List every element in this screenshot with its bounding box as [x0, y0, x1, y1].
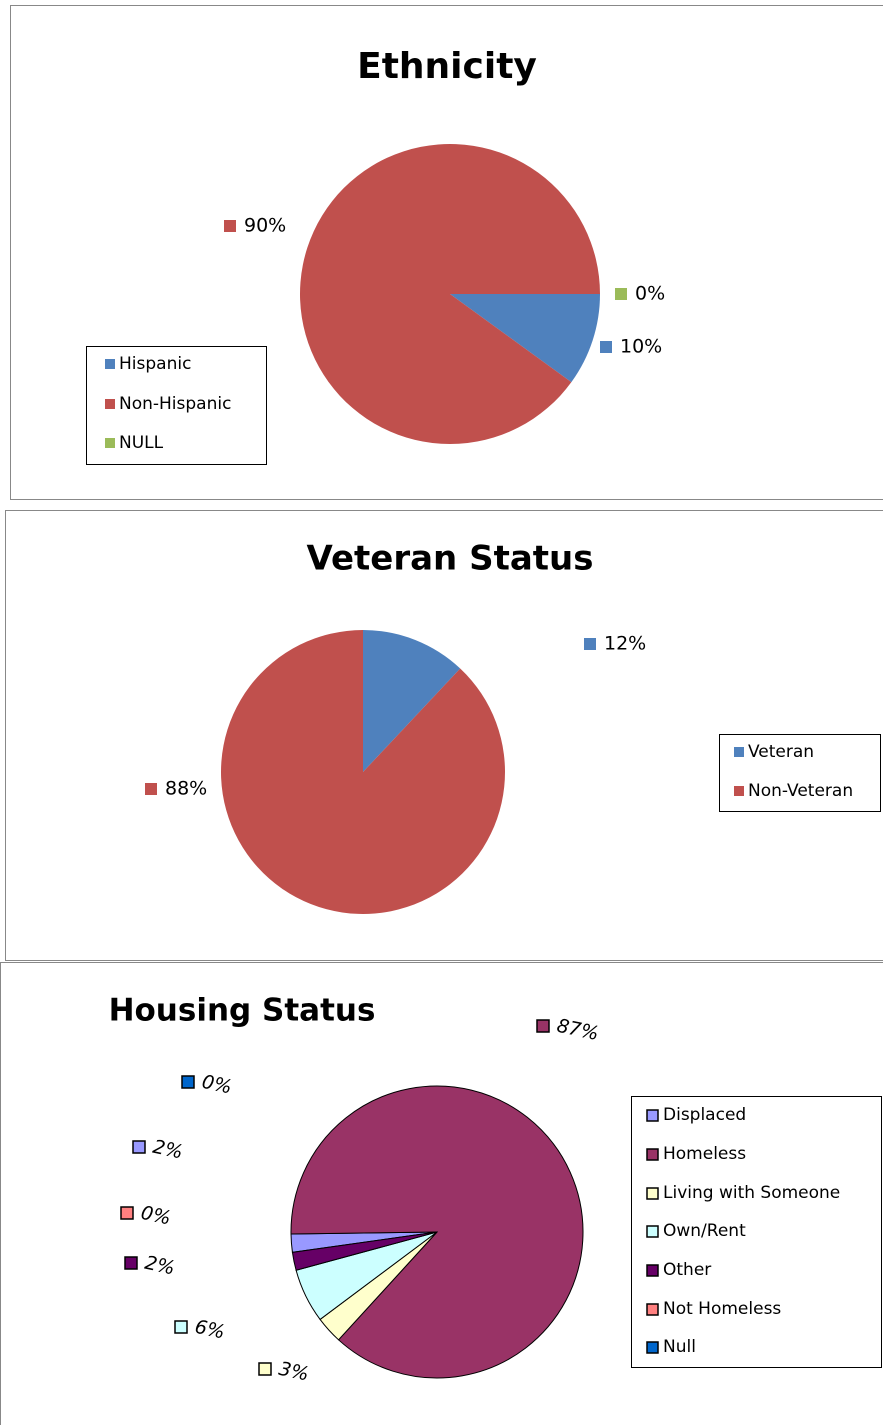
legend-label: Not Homeless	[663, 1299, 781, 1319]
label-key	[536, 1019, 550, 1033]
legend-label: Living with Someone	[663, 1183, 840, 1203]
data-label: 2%	[151, 1136, 185, 1164]
legend-label: Displaced	[663, 1105, 746, 1125]
legend-key	[734, 747, 744, 757]
frame	[5, 510, 883, 961]
data-label: 0%	[635, 283, 665, 305]
pie-slice	[450, 294, 600, 383]
legend-key	[734, 786, 744, 796]
legend-label: Hispanic	[119, 354, 191, 374]
legend-key	[105, 438, 115, 448]
legend-box	[86, 346, 267, 465]
label-key	[124, 1256, 138, 1270]
chart-title: Ethnicity	[357, 46, 537, 87]
data-label: 87%	[555, 1015, 601, 1045]
label-key	[145, 783, 157, 795]
pie-slice	[220, 630, 505, 914]
legend-label: Null	[663, 1337, 696, 1357]
data-label: 0%	[200, 1071, 234, 1099]
data-label: 2%	[143, 1252, 177, 1280]
data-label: 90%	[244, 215, 286, 237]
legend-key	[646, 1264, 659, 1277]
legend-key	[646, 1148, 659, 1161]
pie-slice	[300, 143, 600, 444]
legend-key	[646, 1109, 659, 1122]
legend-box	[631, 1096, 882, 1368]
label-key	[615, 288, 627, 300]
chart-title: Veteran Status	[307, 539, 594, 579]
label-key	[584, 638, 596, 650]
legend-key	[105, 359, 115, 369]
legend-label: NULL	[119, 433, 164, 453]
legend-label: Other	[663, 1260, 711, 1280]
pie-slice	[363, 630, 461, 772]
frame	[0, 962, 883, 1425]
legend-key	[646, 1225, 659, 1238]
data-label: 3%	[277, 1358, 311, 1386]
legend-key	[646, 1341, 659, 1354]
label-key	[224, 220, 236, 232]
legend-label: Homeless	[663, 1144, 746, 1164]
data-label: 88%	[165, 778, 207, 800]
legend-label: Non-Hispanic	[119, 394, 231, 414]
data-label: 10%	[620, 336, 662, 358]
label-key	[132, 1140, 146, 1154]
legend-key	[646, 1187, 659, 1200]
pie-slice	[291, 1231, 438, 1271]
label-key	[181, 1075, 195, 1089]
legend-label: Own/Rent	[663, 1221, 746, 1241]
data-label: 12%	[604, 633, 646, 655]
label-key	[600, 341, 612, 353]
frame	[10, 5, 883, 500]
label-key	[120, 1206, 134, 1220]
chart-title: Housing Status	[109, 993, 376, 1029]
legend-key	[646, 1303, 659, 1316]
label-key	[258, 1362, 272, 1376]
data-label: 6%	[193, 1316, 227, 1344]
legend-label: Non-Veteran	[748, 781, 853, 801]
legend-label: Veteran	[748, 742, 814, 762]
legend-box	[719, 734, 881, 812]
legend-key	[105, 399, 115, 409]
label-key	[174, 1320, 188, 1334]
data-label: 0%	[139, 1202, 173, 1230]
